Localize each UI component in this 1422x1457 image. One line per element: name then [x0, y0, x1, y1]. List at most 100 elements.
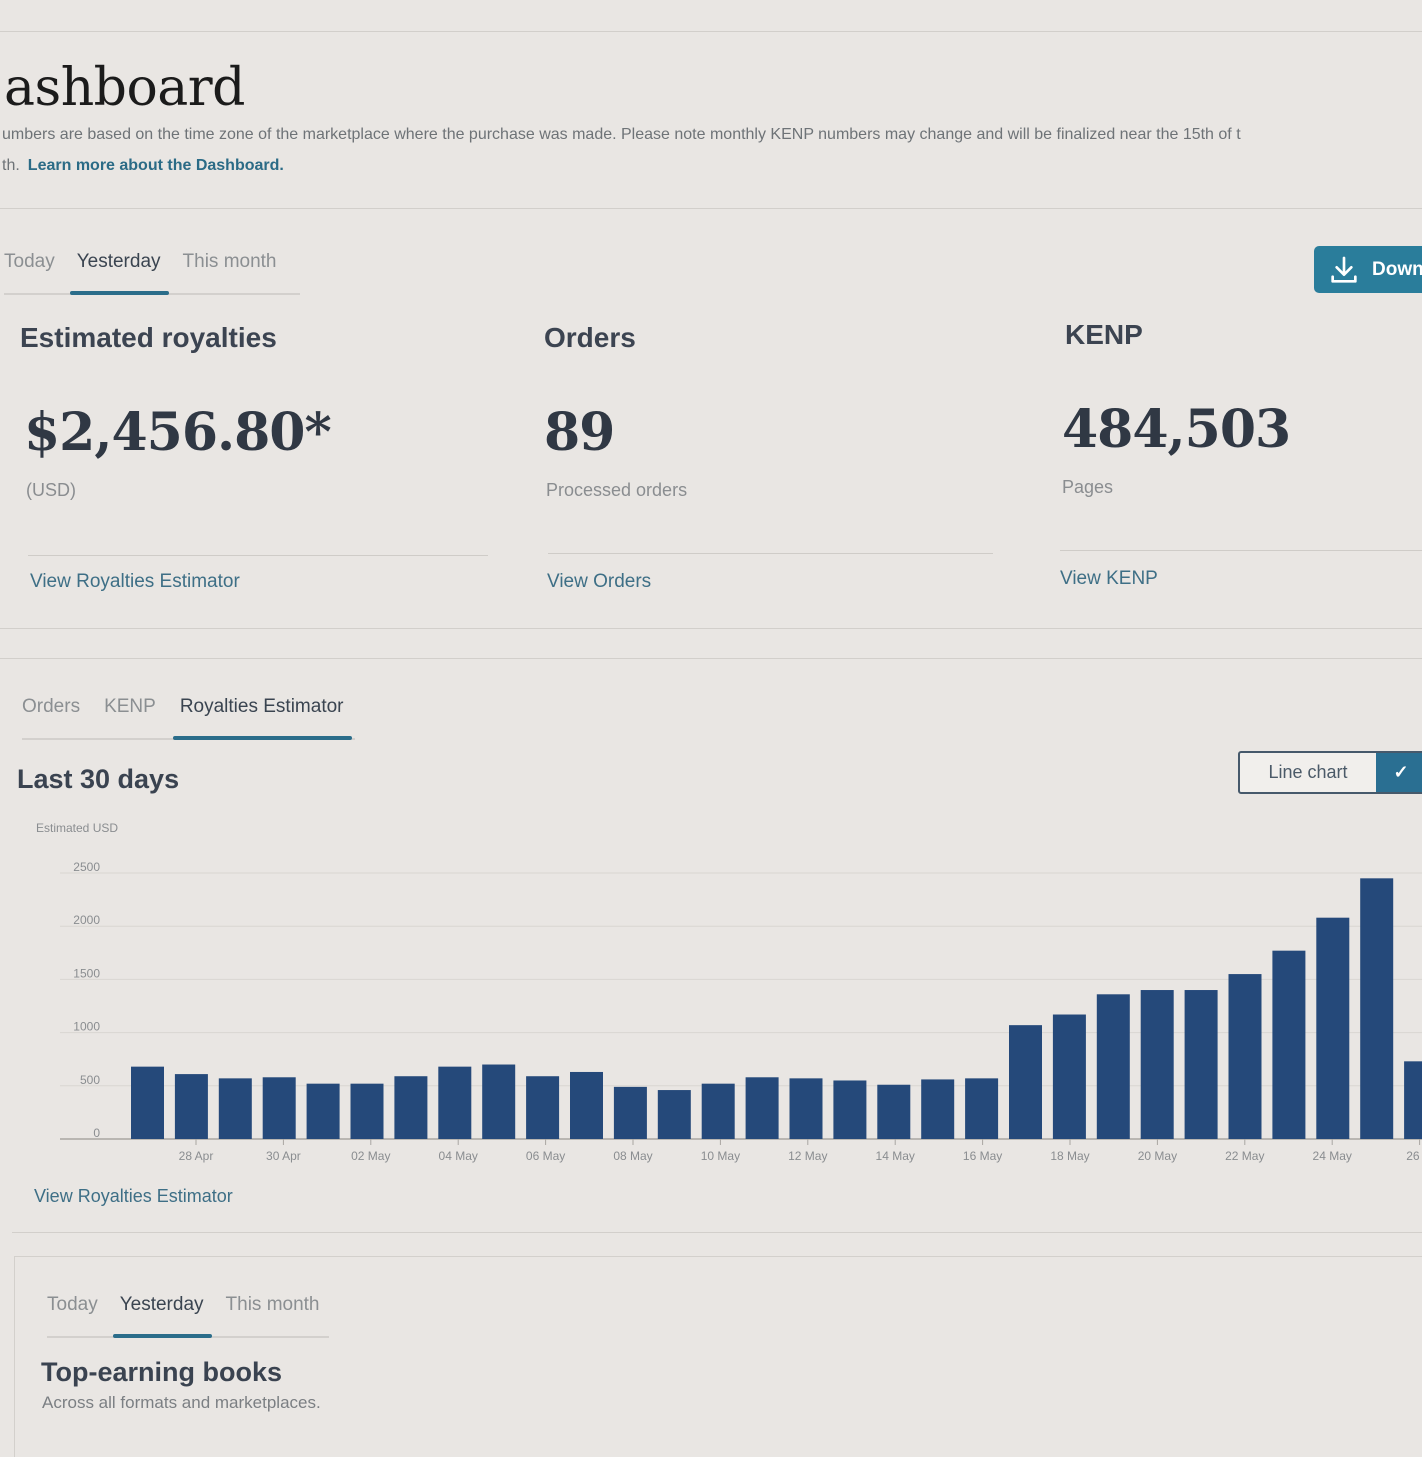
x-tick-label: 14 May: [876, 1149, 915, 1163]
chart-title: Last 30 days: [17, 764, 180, 794]
books-tab-today[interactable]: Today: [47, 1294, 98, 1315]
chart-panel-top: [0, 658, 1422, 659]
bar: [394, 1076, 428, 1139]
bar: [350, 1083, 384, 1139]
learn-more-link[interactable]: Learn more about the Dashboard.: [27, 157, 284, 174]
top-divider: [0, 31, 1422, 32]
bar: [174, 1074, 208, 1139]
tab-royalties-estimator[interactable]: Royalties Estimator: [172, 696, 352, 740]
download-label: Down: [1372, 258, 1422, 280]
bar: [657, 1090, 691, 1139]
y-tick-label: 1500: [73, 966, 100, 980]
bar: [789, 1078, 823, 1139]
bar: [965, 1078, 999, 1139]
x-tick-label: 08 May: [613, 1149, 652, 1163]
bar: [745, 1077, 779, 1139]
tab-kenp[interactable]: KENP: [104, 696, 156, 717]
bar: [218, 1078, 252, 1139]
bar: [613, 1086, 647, 1139]
x-tick-label: 22 May: [1225, 1149, 1264, 1163]
view-kenp-link[interactable]: View KENP: [1060, 568, 1158, 589]
royalties-bar-chart: Estimated USD 0 500 1000 1500 2000 2500 28 Apr 3…: [36, 821, 1422, 1163]
bar: [1096, 994, 1130, 1139]
y-axis-label: Estimated USD: [36, 821, 118, 835]
orders-divider: [548, 553, 993, 554]
tab-yesterday[interactable]: Yesterday: [69, 251, 169, 295]
books-tab-this-month[interactable]: This month: [225, 1294, 320, 1315]
bar: [570, 1071, 603, 1139]
y-tick-label: 500: [80, 1073, 100, 1087]
top-books-title: Top-earning books: [41, 1357, 282, 1387]
orders-heading: Orders: [544, 322, 636, 353]
chart-tabs: Orders KENP Royalties Estimator: [22, 696, 355, 740]
tab-today[interactable]: Today: [4, 251, 55, 272]
x-tick-label: 12 May: [788, 1149, 827, 1163]
x-tick-label: 04 May: [439, 1149, 478, 1163]
kenp-value: 484,503: [1062, 399, 1291, 460]
period-tabs: Today Yesterday This month: [4, 251, 300, 295]
description-tail: th.: [2, 157, 20, 174]
bar: [438, 1066, 472, 1139]
chart-type-label: Line chart: [1268, 762, 1348, 782]
bar: [1228, 974, 1262, 1139]
royalties-heading: Estimated royalties: [20, 322, 277, 353]
bar: [1184, 990, 1218, 1139]
bar: [1140, 990, 1174, 1139]
x-tick-label: 06 May: [526, 1149, 565, 1163]
view-royalties-estimator-link[interactable]: View Royalties Estimator: [30, 571, 240, 592]
orders-value: 89: [544, 402, 615, 463]
royalties-value: $2,456.80*: [24, 402, 332, 463]
kenp-heading: KENP: [1065, 319, 1143, 350]
bar: [1316, 917, 1350, 1139]
y-tick-label: 2500: [73, 860, 100, 874]
bar: [262, 1077, 296, 1139]
x-tick-label: 02 May: [351, 1149, 390, 1163]
page-title: ashboard: [4, 58, 245, 118]
bar: [701, 1083, 735, 1139]
books-period-tabs: Today Yesterday This month: [47, 1294, 329, 1338]
tab-this-month[interactable]: This month: [182, 251, 277, 272]
kenp-sub: Pages: [1062, 477, 1114, 497]
bar: [482, 1064, 516, 1139]
x-tick-label: 24 May: [1313, 1149, 1352, 1163]
check-icon[interactable]: ✓: [1376, 753, 1422, 792]
tab-orders[interactable]: Orders: [22, 696, 81, 717]
top-books-panel: [14, 1256, 1422, 1457]
orders-sub: Processed orders: [546, 480, 688, 500]
x-tick-label: 10 May: [701, 1149, 740, 1163]
bar: [1272, 950, 1306, 1139]
page-description-continued: th. Learn more about the Dashboard.: [2, 157, 284, 175]
x-tick-label: 28 Apr: [179, 1149, 214, 1163]
download-icon: [1331, 256, 1357, 283]
chart-view-royalties-link[interactable]: View Royalties Estimator: [34, 1186, 233, 1206]
royalties-divider: [28, 555, 488, 556]
kenp-divider: [1060, 550, 1422, 551]
bar: [131, 1066, 164, 1139]
x-tick-label: 16 May: [963, 1149, 1002, 1163]
page-description: umbers are based on the time zone of the…: [2, 126, 1241, 143]
y-tick-label: 2000: [73, 913, 100, 927]
bar: [1052, 1014, 1086, 1139]
y-tick-label: 1000: [73, 1020, 100, 1034]
x-tick-label: 18 May: [1050, 1149, 1089, 1163]
top-books-subtitle: Across all formats and marketplaces.: [42, 1393, 321, 1412]
bar: [1404, 1061, 1422, 1139]
header-divider: [0, 208, 1422, 209]
bar: [1009, 1025, 1042, 1139]
bar: [921, 1079, 955, 1139]
bar: [306, 1083, 340, 1139]
bar: [833, 1080, 867, 1139]
x-tick-label: 20 May: [1138, 1149, 1177, 1163]
chart-type-select[interactable]: Line chart ✓: [1238, 751, 1422, 794]
bar: [526, 1076, 560, 1139]
view-orders-link[interactable]: View Orders: [547, 571, 652, 592]
chart-panel-bottom: [12, 1232, 1422, 1233]
x-tick-label: 26 M: [1406, 1149, 1422, 1163]
download-button[interactable]: Down: [1314, 246, 1422, 293]
x-tick-label: 30 Apr: [266, 1149, 301, 1163]
books-tab-yesterday[interactable]: Yesterday: [112, 1294, 212, 1338]
bar: [877, 1084, 911, 1139]
royalties-currency: (USD): [26, 480, 76, 500]
metrics-divider: [0, 628, 1422, 629]
bar: [1360, 878, 1394, 1139]
